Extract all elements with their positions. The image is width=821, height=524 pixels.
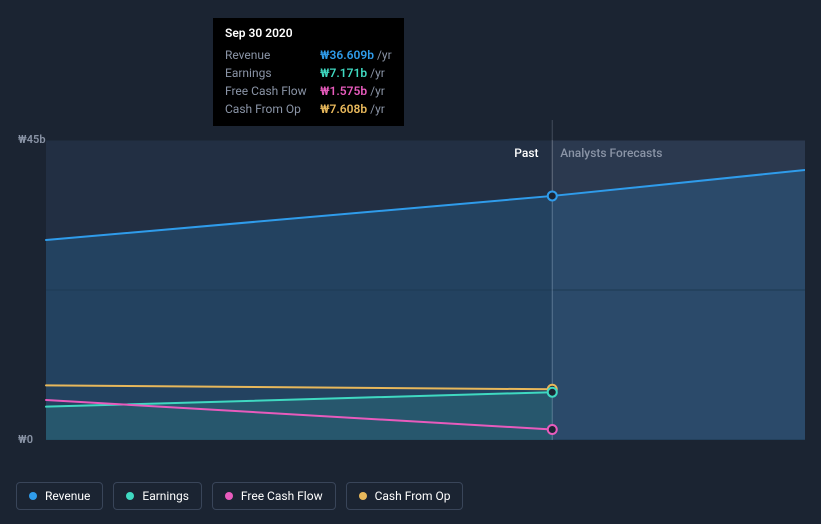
tooltip-label: Free Cash Flow	[225, 84, 320, 98]
legend-item-revenue[interactable]: Revenue	[16, 482, 103, 510]
y-axis-label: ₩0	[18, 433, 33, 446]
legend-swatch	[126, 492, 134, 500]
legend-label: Revenue	[45, 489, 90, 503]
tooltip-row: Cash From Op₩7.608b /yr	[225, 100, 392, 118]
legend-item-cash-from-op[interactable]: Cash From Op	[346, 482, 464, 510]
y-axis-label: ₩45b	[18, 133, 46, 146]
legend-swatch	[29, 492, 37, 500]
financial-chart	[16, 120, 805, 442]
legend-swatch	[359, 492, 367, 500]
tooltip-row: Free Cash Flow₩1.575b /yr	[225, 82, 392, 100]
tooltip-unit: /yr	[370, 84, 385, 98]
legend-label: Cash From Op	[375, 489, 451, 503]
section-label-forecasts: Analysts Forecasts	[560, 146, 662, 160]
tooltip-unit: /yr	[370, 66, 385, 80]
tooltip-value: ₩1.575b	[320, 84, 367, 98]
chart-legend: Revenue Earnings Free Cash Flow Cash From O…	[16, 482, 463, 510]
tooltip-value: ₩7.171b	[320, 66, 367, 80]
tooltip-label: Revenue	[225, 48, 320, 62]
chart-canvas	[16, 120, 805, 442]
legend-label: Earnings	[142, 489, 189, 503]
legend-swatch	[225, 492, 233, 500]
tooltip-value: ₩7.608b	[320, 102, 367, 116]
tooltip-unit: /yr	[377, 48, 392, 62]
tooltip-label: Cash From Op	[225, 102, 320, 116]
tooltip-label: Earnings	[225, 66, 320, 80]
tooltip-unit: /yr	[370, 102, 385, 116]
legend-item-earnings[interactable]: Earnings	[113, 482, 202, 510]
legend-item-free-cash-flow[interactable]: Free Cash Flow	[212, 482, 336, 510]
tooltip-value: ₩36.609b	[320, 48, 374, 62]
tooltip-date: Sep 30 2020	[225, 26, 392, 40]
section-label-past: Past	[514, 146, 538, 160]
legend-label: Free Cash Flow	[241, 489, 323, 503]
tooltip-row: Earnings₩7.171b /yr	[225, 64, 392, 82]
tooltip-row: Revenue₩36.609b /yr	[225, 46, 392, 64]
chart-tooltip: Sep 30 2020 Revenue₩36.609b /yrEarnings₩…	[213, 18, 404, 126]
